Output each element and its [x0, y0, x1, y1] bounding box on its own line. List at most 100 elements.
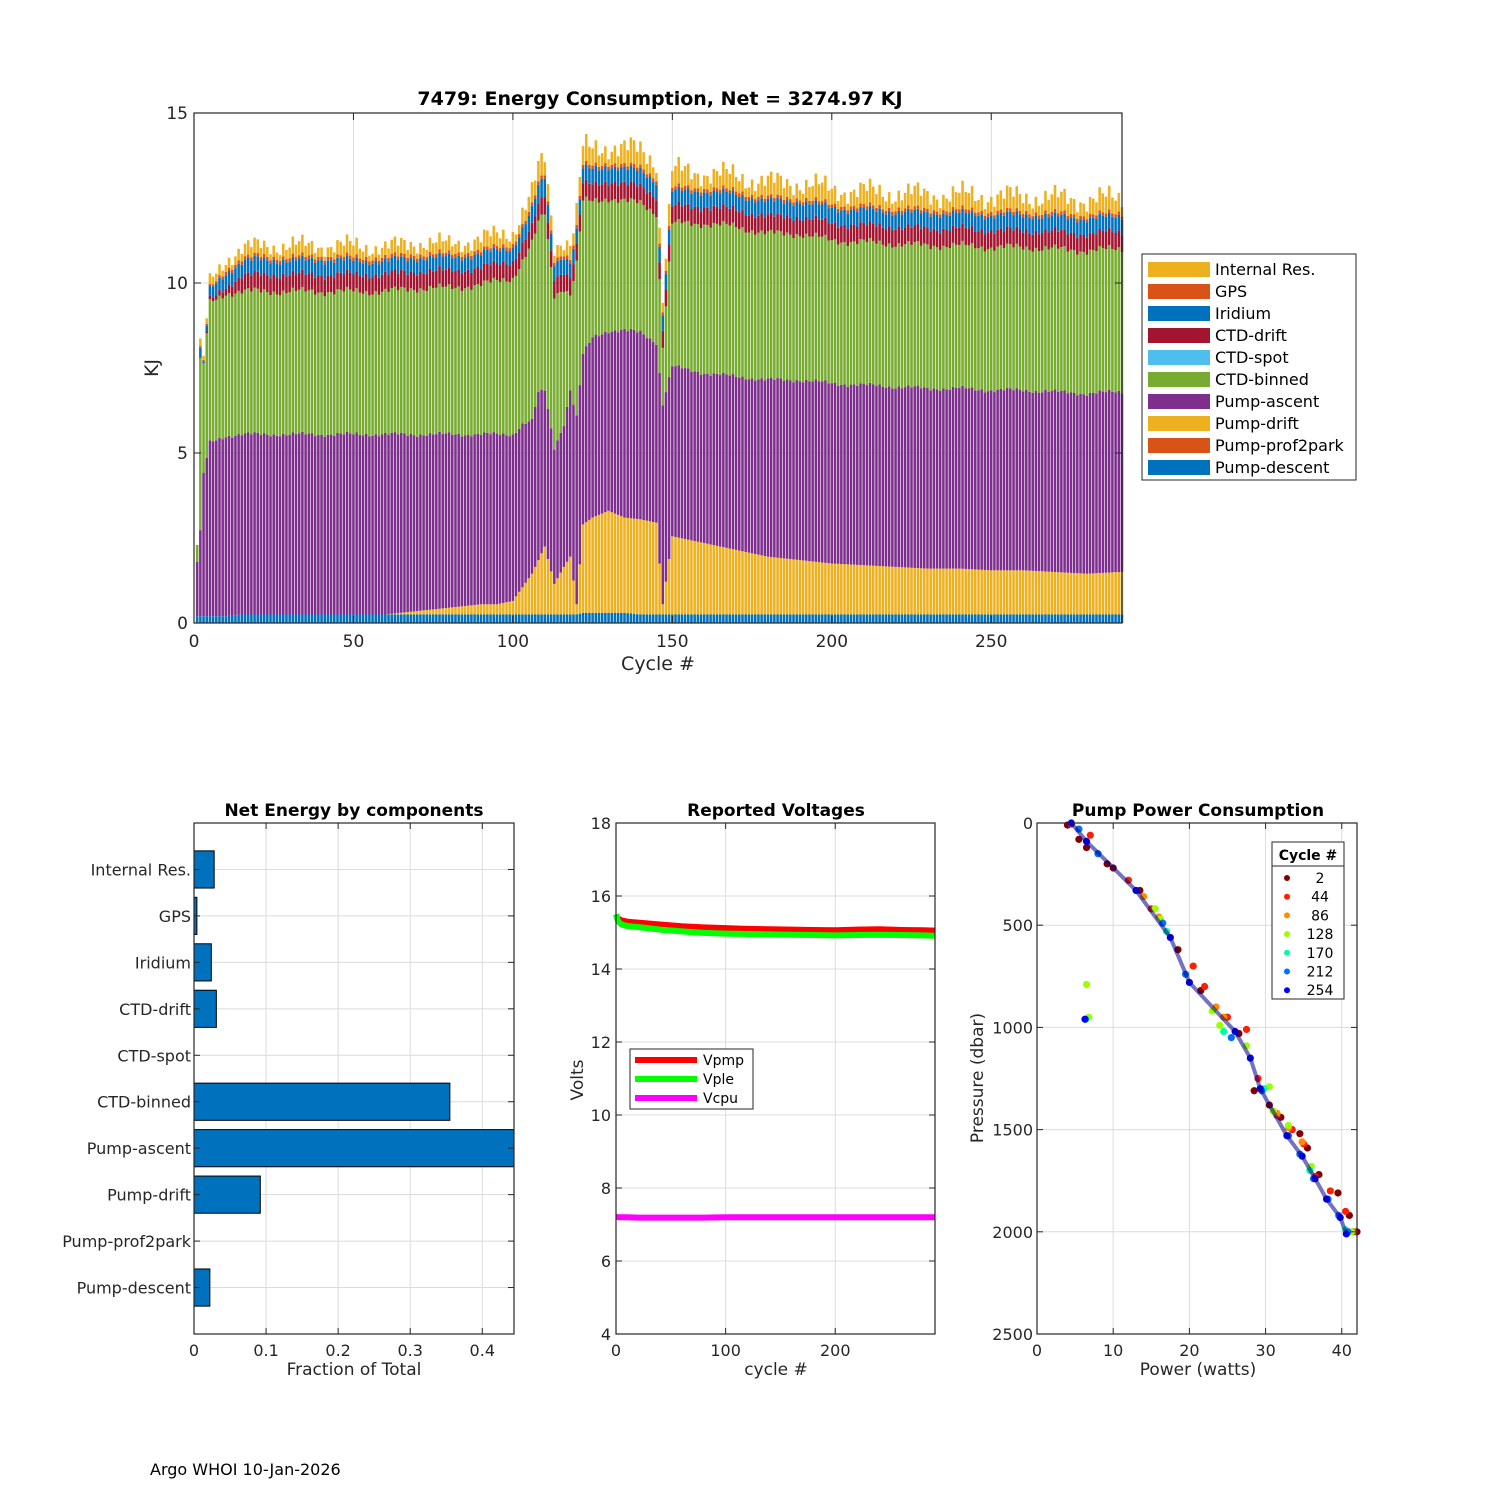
energy-bar-gps	[288, 258, 291, 262]
energy-bar-gps	[929, 213, 932, 217]
energy-bar-pump-descent	[942, 614, 945, 623]
energy-bar-pump-drift	[508, 601, 511, 615]
energy-bar-pump-drift	[498, 603, 502, 615]
energy-bar-internal-res-	[444, 240, 448, 253]
energy-bar-internal-res-	[1117, 192, 1121, 212]
energy-bar-pump-ascent	[734, 376, 738, 550]
energy-bar-internal-res-	[310, 240, 314, 255]
energy-bar-gps	[1117, 211, 1121, 215]
energy-bar-iridium	[457, 255, 460, 270]
energy-bar-internal-res-	[620, 143, 623, 164]
energy-bar-pump-drift	[773, 557, 776, 615]
energy-bar-pump-drift	[951, 568, 955, 615]
energy-bar-ctd-binned	[572, 281, 575, 405]
energy-bar-gps	[1104, 213, 1108, 217]
energy-bar-pump-drift	[642, 519, 645, 615]
components-x-tick-label: 0.3	[397, 1341, 422, 1360]
energy-bar-ctd-binned	[387, 291, 390, 435]
energy-bar-pump-drift	[789, 559, 792, 615]
energy-bar-iridium	[240, 264, 244, 279]
energy-bar-pump-ascent	[887, 386, 891, 567]
energy-bar-pump-drift	[648, 521, 652, 615]
energy-bar-iridium	[706, 192, 709, 208]
energy-bar-iridium	[460, 260, 464, 274]
energy-bar-pump-ascent	[1034, 390, 1038, 571]
components-x-tick-label: 0.4	[470, 1341, 495, 1360]
energy-bar-iridium	[693, 191, 696, 207]
energy-bar-ctd-drift	[776, 213, 779, 231]
energy-bar-pump-ascent	[1047, 391, 1050, 572]
energy-bar-pump-ascent	[275, 435, 279, 615]
energy-bar-pump-descent	[629, 613, 633, 623]
energy-bar-pump-descent	[1111, 614, 1114, 623]
energy-bar-pump-descent	[827, 614, 830, 623]
energy-bar-pump-descent	[875, 614, 878, 623]
pump-point-cycle-2	[1334, 1189, 1342, 1197]
energy-bar-pump-descent	[569, 614, 572, 623]
energy-bar-pump-drift	[1002, 570, 1006, 615]
energy-bar-pump-ascent	[922, 387, 926, 569]
energy-bar-pump-ascent	[986, 391, 990, 571]
energy-bar-ctd-drift	[1028, 233, 1031, 251]
energy-bar-iridium	[763, 202, 767, 218]
energy-bar-pump-drift	[891, 566, 894, 615]
energy-bar-internal-res-	[572, 233, 575, 246]
energy-bar-ctd-drift	[970, 226, 974, 244]
energy-bar-gps	[635, 167, 639, 171]
energy-bar-ctd-drift	[792, 221, 795, 239]
energy-bar-ctd-binned	[562, 291, 566, 427]
energy-bar-ctd-drift	[470, 272, 473, 290]
energy-bar-pump-drift	[687, 539, 690, 615]
energy-bar-pump-drift	[556, 578, 559, 615]
energy-bar-pump-ascent	[511, 434, 515, 601]
energy-bar-pump-descent	[1101, 614, 1105, 623]
energy-bar-pump-drift	[517, 591, 521, 615]
energy-bar-gps	[980, 210, 983, 215]
energy-bar-pump-ascent	[843, 384, 846, 565]
energy-bar-pump-descent	[393, 614, 397, 623]
energy-bar-ctd-drift	[572, 264, 575, 282]
energy-bar-ctd-drift	[820, 219, 824, 237]
energy-bar-iridium	[339, 258, 342, 273]
energy-bar-ctd-binned	[868, 238, 872, 383]
energy-bar-internal-res-	[269, 254, 272, 261]
energy-bar-ctd-drift	[1076, 237, 1079, 255]
energy-bar-pump-drift	[620, 516, 623, 613]
energy-bar-pump-drift	[1076, 573, 1079, 615]
energy-bar-pump-descent	[482, 614, 486, 623]
energy-bar-pump-descent	[524, 614, 527, 623]
energy-bar-internal-res-	[1053, 184, 1057, 209]
energy-bar-ctd-binned	[565, 291, 569, 407]
energy-bar-pump-ascent	[243, 433, 247, 615]
energy-bar-iridium	[594, 165, 598, 182]
energy-bar-ctd-drift	[1111, 232, 1114, 250]
energy-bar-internal-res-	[581, 146, 585, 165]
energy-bar-pump-descent	[798, 614, 802, 623]
energy-bar-internal-res-	[900, 200, 904, 211]
energy-bar-iridium	[540, 178, 543, 198]
energy-bar-ctd-binned	[763, 234, 767, 381]
energy-bar-pump-ascent	[744, 379, 747, 552]
energy-bar-pump-descent	[368, 614, 371, 623]
energy-bar-pump-drift	[1063, 572, 1066, 615]
energy-bar-pump-descent	[310, 614, 314, 623]
energy-bar-ctd-binned	[623, 198, 626, 330]
energy-bar-gps	[718, 189, 722, 194]
energy-legend-swatch	[1148, 460, 1210, 475]
energy-bar-gps	[919, 210, 923, 214]
energy-bar-ctd-binned	[804, 233, 808, 380]
energy-bar-ctd-drift	[814, 215, 818, 233]
energy-bar-pump-ascent	[250, 434, 253, 615]
energy-bar-iridium	[1063, 213, 1066, 230]
energy-bar-gps	[811, 200, 814, 205]
energy-bar-ctd-binned	[849, 242, 853, 385]
energy-bar-gps	[470, 255, 473, 260]
energy-bar-pump-descent	[320, 614, 323, 623]
energy-bar-pump-drift	[910, 567, 913, 615]
energy-bar-pump-descent	[836, 614, 840, 623]
energy-bar-ctd-binned	[294, 291, 298, 435]
energy-bar-gps	[747, 196, 751, 201]
energy-bar-ctd-binned	[942, 245, 945, 389]
energy-bar-pump-descent	[757, 614, 760, 623]
energy-bar-pump-descent	[537, 614, 540, 623]
